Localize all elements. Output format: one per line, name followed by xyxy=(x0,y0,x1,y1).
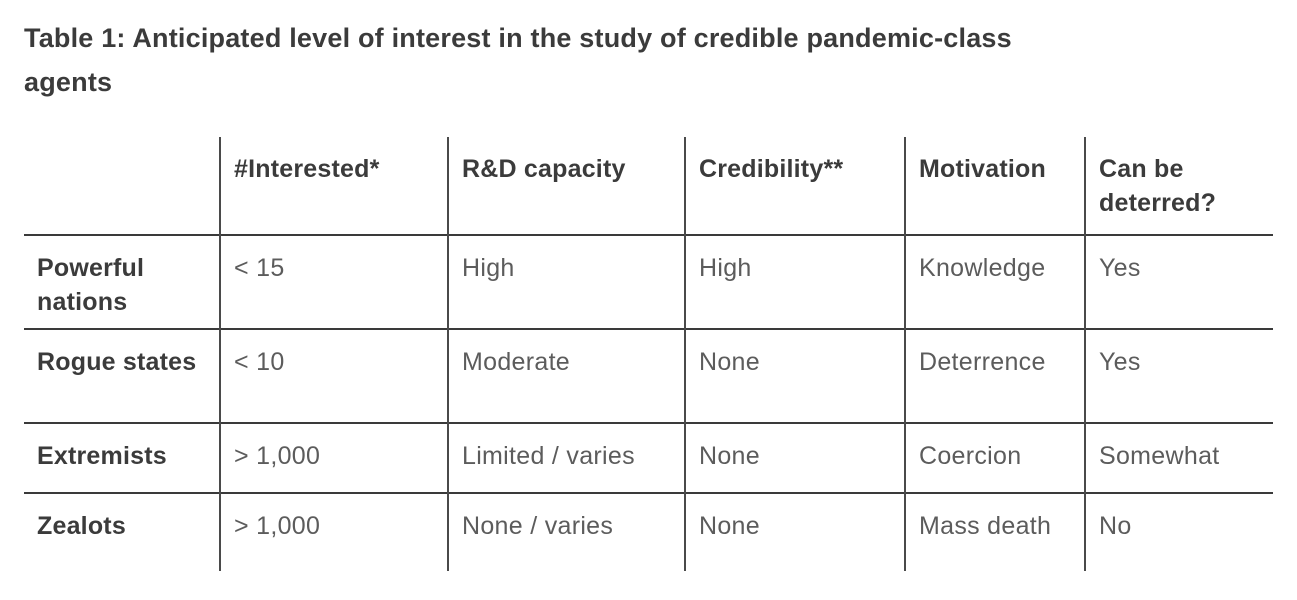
data-cell: High xyxy=(447,235,685,329)
header-cell-interested: #Interested* xyxy=(219,137,448,235)
data-cell: Moderate xyxy=(447,329,685,423)
table-row-zealots: Zealots > 1,000 None / varies None Mass … xyxy=(24,493,1273,571)
data-cell: Yes xyxy=(1084,329,1273,423)
data-cell: Yes xyxy=(1084,235,1273,329)
data-cell: > 1,000 xyxy=(219,493,448,571)
row-label: Rogue states xyxy=(37,348,197,376)
data-cell: Deterrence xyxy=(904,329,1085,423)
data-cell: Coercion xyxy=(904,423,1085,493)
data-cell: High xyxy=(684,235,905,329)
data-cell: None xyxy=(684,493,905,571)
corner-cell xyxy=(24,137,220,235)
interest-table: #Interested* R&D capacity Credibility** … xyxy=(24,137,1273,571)
data-cell: Knowledge xyxy=(904,235,1085,329)
table-row-rogue-states: Rogue states < 10 Moderate None Deterren… xyxy=(24,329,1273,423)
row-label: Extremists xyxy=(37,442,167,470)
data-cell: None xyxy=(684,329,905,423)
data-cell: None / varies xyxy=(447,493,685,571)
row-label: Zealots xyxy=(37,512,126,540)
header-cell-motivation: Motivation xyxy=(904,137,1085,235)
data-cell: < 10 xyxy=(219,329,448,423)
header-cell-rd-capacity: R&D capacity xyxy=(447,137,685,235)
data-cell: > 1,000 xyxy=(219,423,448,493)
table-row-powerful-nations: Powerful nations < 15 High High Knowledg… xyxy=(24,235,1273,329)
data-cell: Mass death xyxy=(904,493,1085,571)
data-cell: < 15 xyxy=(219,235,448,329)
header-row: #Interested* R&D capacity Credibility** … xyxy=(24,137,1273,235)
header-cell-can-be-deterred: Can be deterred? xyxy=(1084,137,1273,235)
table-row-extremists: Extremists > 1,000 Limited / varies None… xyxy=(24,423,1273,493)
data-cell: None xyxy=(684,423,905,493)
data-cell: Somewhat xyxy=(1084,423,1273,493)
table-title: Table 1: Anticipated level of interest i… xyxy=(24,23,1012,97)
header-cell-credibility: Credibility** xyxy=(684,137,905,235)
row-label: Powerful nations xyxy=(37,254,145,316)
data-cell: Limited / varies xyxy=(447,423,685,493)
data-cell: No xyxy=(1084,493,1273,571)
